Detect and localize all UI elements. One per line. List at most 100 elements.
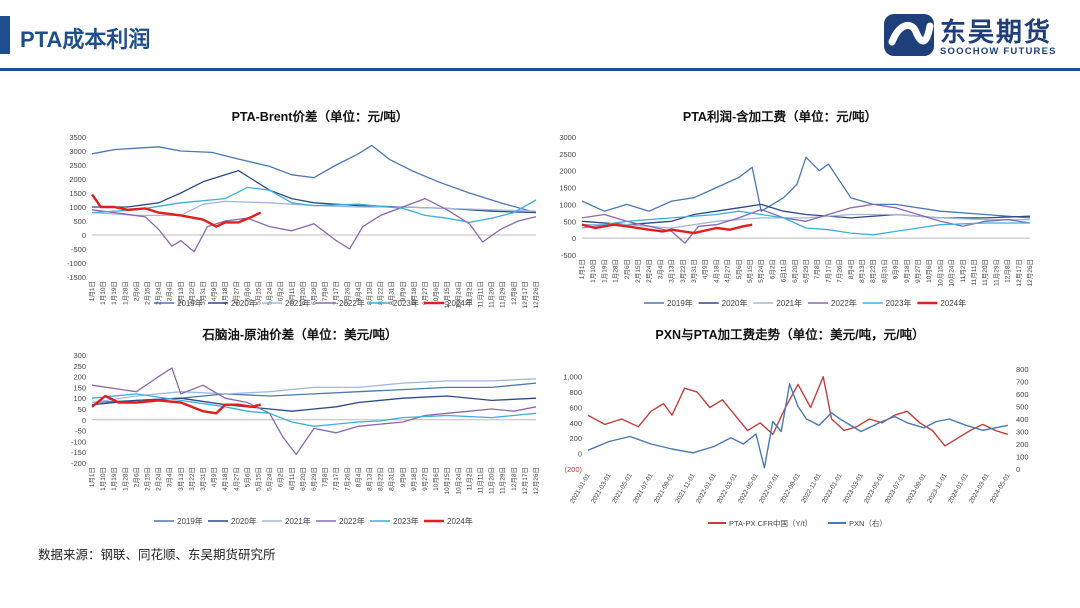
chart-pta-profit: -500 0 500 1000 1500 2000 2500 3000 1月1日 1月10日 1月1… — [559, 133, 1034, 308]
series-line-s2024 — [91, 394, 261, 415]
logo-english-name: SOOCHOW FUTURES — [940, 46, 1057, 57]
x-tick-label: 4月9日 — [210, 467, 218, 487]
x-tick-label: 12月17日 — [521, 281, 529, 308]
x-tick-label: 6月2日 — [277, 281, 285, 301]
x-tick-label: 2023-11-01 — [926, 472, 949, 504]
chart-title-pta-brent: PTA-Brent价差（单位：元/吨） — [231, 110, 409, 124]
y-tick-label: 2000 — [69, 175, 86, 184]
y-right-tick-label: 800 — [1016, 365, 1029, 374]
x-tick-label: 7月26日 — [343, 467, 351, 491]
x-tick-label: 2021-05-01 — [611, 472, 634, 505]
x-tick-label: 1月19日 — [600, 259, 608, 283]
y-tick-label: 3000 — [559, 133, 576, 142]
y-tick-label: 3000 — [69, 147, 86, 156]
data-source-note: 数据来源：钢联、同花顺、东吴期货研究所 — [38, 548, 276, 562]
x-tick-label: 2022-05-01 — [737, 472, 760, 505]
y-tick-label: -500 — [561, 251, 576, 260]
x-tick-label: 3月31日 — [199, 467, 207, 491]
x-tick-label: 9月27日 — [421, 281, 429, 305]
y-left-tick-label: 800 — [569, 388, 582, 397]
y-left-tick-label: 400 — [569, 419, 582, 428]
x-tick-label: 2月15日 — [144, 281, 152, 305]
series-line-s2020 — [91, 395, 537, 412]
legend-label-s2020: 2020年 — [231, 516, 257, 526]
x-tick-label: 1月19日 — [110, 467, 118, 491]
y-tick-label: 0 — [82, 231, 86, 240]
series-line-s2021 — [91, 378, 537, 404]
x-tick-label: 2月24日 — [155, 467, 163, 491]
series-line-s2023 — [91, 186, 537, 224]
y-right-tick-label: 0 — [1016, 465, 1020, 474]
y-tick-label: 300 — [73, 351, 86, 360]
x-tick-label: 9月9日 — [892, 259, 900, 279]
series-line-s2022 — [91, 197, 537, 253]
x-tick-label: 7月26日 — [836, 259, 844, 283]
x-tick-label: 10月24日 — [948, 259, 956, 286]
y-tick-label: -50 — [75, 427, 86, 436]
x-tick-label: 10月6日 — [432, 281, 440, 305]
series-line-s2019 — [581, 156, 1031, 219]
x-tick-label: 3月13日 — [177, 467, 185, 491]
x-tick-label: 5月24日 — [266, 467, 274, 491]
x-tick-label: 4月27日 — [724, 259, 732, 283]
x-tick-label: 2022-01-01 — [695, 472, 718, 505]
x-tick-label: 9月27日 — [421, 467, 429, 491]
legend-label-s2023: 2023年 — [393, 298, 419, 308]
x-tick-label: 5月24日 — [266, 281, 274, 305]
chart-pxn-pta: (200) 0 200 400 600 800 1,000 0 100 200 300 400 500 6… — [563, 365, 1029, 528]
x-tick-label: 3月4日 — [166, 281, 174, 301]
page-title: PTA成本利润 — [20, 27, 151, 52]
legend-label-s2023: 2023年 — [393, 516, 419, 526]
legend-label-s2023: 2023年 — [886, 298, 912, 308]
y-tick-label: -1500 — [67, 273, 86, 282]
y-tick-label: -100 — [71, 437, 86, 446]
x-tick-label: 3月22日 — [188, 467, 196, 491]
legend-label-s2022: 2022年 — [339, 298, 365, 308]
y-left-tick-label: 200 — [569, 434, 582, 443]
x-tick-label: 1月10日 — [99, 467, 107, 491]
x-tick-label: 3月22日 — [188, 281, 196, 305]
legend-label-s2022: 2022年 — [831, 298, 857, 308]
x-tick-label: 6月29日 — [310, 467, 318, 491]
x-tick-label: 3月31日 — [690, 259, 698, 283]
x-tick-label: 6月20日 — [791, 259, 799, 283]
series-line-s2021 — [582, 213, 1030, 229]
x-tick-label: 12月8日 — [510, 467, 518, 491]
x-tick-label: 12月17日 — [521, 467, 529, 494]
x-tick-label: 1月28日 — [121, 467, 129, 491]
y-tick-label: 150 — [73, 383, 86, 392]
x-tick-label: 9月9日 — [399, 281, 407, 301]
legend-label-pta_px: PTA-PX CFR中国（Y/t） — [729, 518, 812, 528]
y-right-tick-label: 300 — [1016, 428, 1029, 437]
x-tick-label: 9月18日 — [903, 259, 911, 283]
x-tick-label: 5月15日 — [255, 281, 263, 305]
x-tick-label: 2022-07-01 — [758, 472, 781, 505]
x-tick-label: 6月2日 — [277, 467, 285, 487]
header-bar: PTA成本利润 东吴期货 SOOCHOW FUTURES — [0, 0, 1080, 71]
legend-label-s2024: 2024年 — [940, 298, 966, 308]
x-tick-label: 11月29日 — [499, 467, 507, 494]
x-tick-label: 10月6日 — [432, 467, 440, 491]
y-right-tick-label: 700 — [1016, 378, 1029, 387]
series-line-s2023 — [581, 210, 1030, 236]
x-tick-label: 8月31日 — [880, 259, 888, 283]
x-tick-label: 11月2日 — [465, 281, 473, 304]
x-tick-label: 10月24日 — [454, 467, 462, 494]
x-tick-label: 7月8日 — [321, 281, 329, 301]
x-tick-label: 12月26日 — [532, 467, 540, 494]
x-tick-label: 2021-09-01 — [653, 472, 676, 505]
x-tick-label: 10月6日 — [925, 259, 933, 283]
legend-label-s2019: 2019年 — [177, 298, 203, 308]
y-tick-label: 2500 — [559, 150, 576, 159]
x-tick-label: 2月15日 — [144, 467, 152, 491]
y-tick-label: 100 — [73, 394, 86, 403]
x-tick-label: 6月20日 — [299, 467, 307, 491]
x-tick-label: 7月17日 — [332, 467, 340, 491]
y-right-tick-label: 500 — [1016, 403, 1029, 412]
x-tick-label: 10月24日 — [454, 281, 462, 308]
chart-pta-brent: -1500 -1000 -500 0 500 1000 1500 2000 2500 3000 35… — [67, 133, 540, 308]
y-right-tick-label: 200 — [1016, 440, 1029, 449]
x-tick-label: 5月6日 — [243, 467, 251, 487]
y-tick-label: 1000 — [69, 203, 86, 212]
